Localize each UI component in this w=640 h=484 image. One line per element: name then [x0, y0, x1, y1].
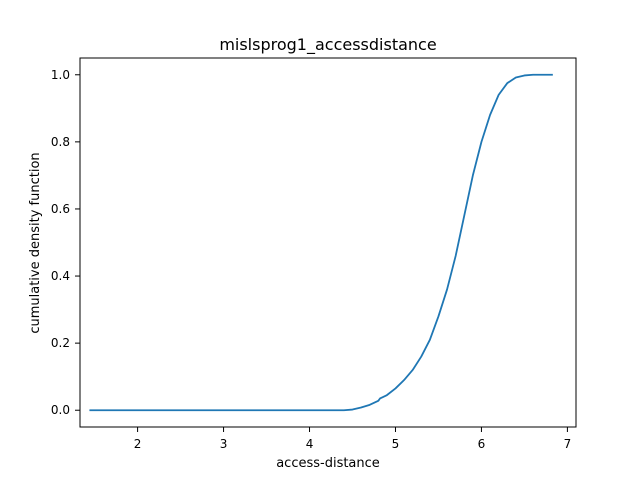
x-tick-label: 5 [392, 437, 400, 451]
plot-layer [89, 73, 553, 412]
chart-title: mislsprog1_accessdistance [219, 35, 436, 55]
cdf-series-line [89, 73, 553, 412]
y-tick-label: 0.4 [51, 269, 70, 283]
plot-frame [79, 57, 577, 428]
y-axis-label: cumulative density function [28, 152, 43, 333]
x-tick-label: 6 [478, 437, 486, 451]
y-tick-label: 0.6 [51, 202, 70, 216]
x-tick-label: 4 [306, 437, 314, 451]
y-tick-label: 0.0 [51, 403, 70, 417]
y-axis: 0.0 0.2 0.4 0.6 0.8 1.0 [51, 68, 80, 417]
plot-area-background [80, 58, 576, 427]
x-axis-label: access-distance [276, 456, 380, 471]
x-tick-label: 2 [134, 437, 142, 451]
y-tick-label: 0.8 [51, 135, 70, 149]
x-tick-label: 7 [564, 437, 572, 451]
y-tick-label: 0.2 [51, 336, 70, 350]
y-tick-label: 1.0 [51, 68, 70, 82]
x-axis: 2 3 4 5 6 7 [134, 427, 571, 451]
x-tick-label: 3 [220, 437, 228, 451]
